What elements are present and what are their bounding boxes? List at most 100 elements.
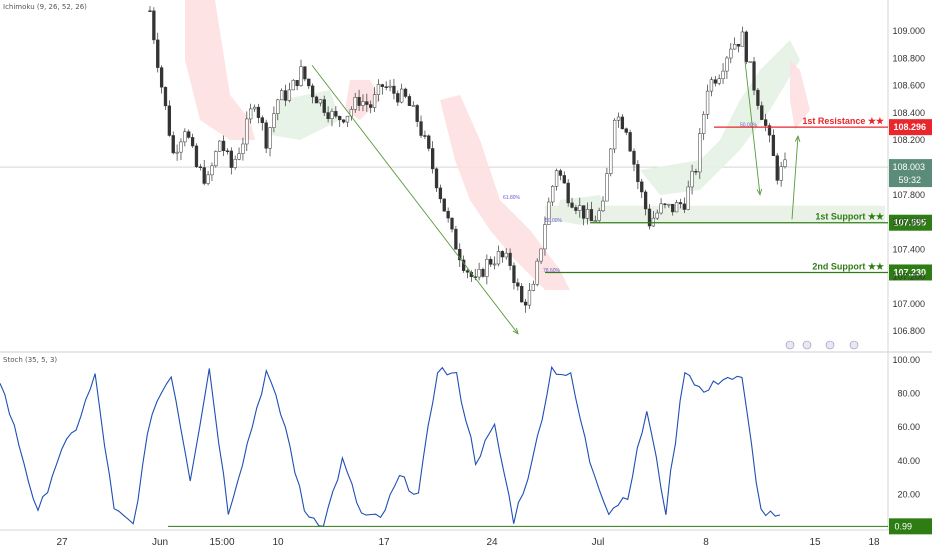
event-flags [785,340,859,350]
candle-body [709,79,714,92]
level-label: 2nd Support ★★ [812,261,885,271]
level-label: 1st Resistance ★★ [802,116,885,126]
event-flag-icon [785,340,795,350]
candle-body [496,251,501,265]
cloud-area [640,40,800,195]
stoch-value-label: 0.99 [894,521,912,531]
candle-body [334,111,338,117]
candle-body [678,202,683,205]
price-tick-label: 108.200 [892,135,925,145]
candle-body [256,106,261,118]
candle-body [345,115,350,123]
cloud-area [790,60,810,130]
candle-body [597,210,601,221]
candle-body [690,170,694,188]
candle-body [279,90,284,101]
candle-body [361,101,365,106]
time-tick-label: 18 [868,537,880,548]
candle-body [167,105,172,136]
candle-body [500,251,504,258]
candle-body [423,135,427,137]
ichimoku-label[interactable]: Ichimoku (9, 26, 52, 26) [3,3,87,11]
level-label: 1st Support ★★ [815,212,885,222]
candle-body [492,263,497,266]
candle-body [763,119,768,126]
candle-body [326,112,330,119]
candle-body [682,203,686,210]
candle-body [396,93,400,103]
candle-body [283,90,288,101]
countdown-label: 59:32 [898,175,921,185]
level-lines: 1st Resistance ★★ 108.296 1st Support ★★ 10… [545,116,932,281]
candle-body [384,86,388,88]
candle-body [198,166,202,168]
time-tick-label: 15:00 [209,537,234,548]
candle-body [214,151,218,167]
time-tick-label: 27 [56,537,68,548]
candle-body [520,285,524,303]
candle-body [357,96,361,106]
trend-line [744,61,761,195]
stoch-label[interactable]: Stoch (35, 5, 3) [3,356,58,364]
level-price-badge [889,264,932,281]
candle-body [717,78,721,84]
candle-body [605,173,609,202]
candle-body [694,170,698,173]
candle-body [237,153,241,160]
candle-body [729,48,733,59]
arrow-head [512,327,519,335]
candle-body [609,148,613,174]
price-tick-label: 106.800 [892,326,925,336]
candle-body [415,105,419,122]
candle-body [589,209,594,222]
candle-body [601,200,605,212]
candle-body [310,85,315,98]
candle-body [287,89,292,101]
candle-body [767,125,772,136]
candle-body [771,134,776,156]
candle-body [554,170,559,187]
level-price-label: 108.296 [893,122,926,132]
candle-body [353,96,357,110]
stoch-line [0,365,781,527]
event-flag-icon [849,340,859,350]
candle-body [748,61,752,63]
candle-body [632,150,636,165]
candle-body [148,10,152,12]
candle-body [175,151,179,154]
candle-body [419,121,423,136]
candle-body [481,269,485,277]
candle-body [341,119,346,123]
candle-body [663,203,667,206]
candle-body [558,170,563,176]
candle-body [403,88,408,97]
candle-body [171,135,175,154]
candle-body [752,61,756,91]
price-tick-label: 108.400 [892,108,925,118]
candle-body [489,259,493,265]
candle-body [671,203,675,213]
trend-line [791,136,799,220]
candle-body [566,182,570,204]
candle-body [152,10,156,41]
candle-body [775,155,779,181]
candle-body [531,283,535,291]
candle-body [508,252,512,266]
candle-body [322,99,326,113]
candle-body [578,205,582,211]
candle-body [190,137,195,147]
candle-body [372,94,377,108]
stoch-value-badge [889,518,932,535]
candle-body [276,99,280,114]
price-tick-label: 107.800 [892,190,925,200]
candle-body [713,79,717,84]
candle-body [539,248,543,262]
candle-body [477,269,481,278]
time-tick-label: 24 [486,537,498,548]
stochastic-line [0,365,888,527]
fib-label: 78.60% [543,268,561,274]
candle-body [225,150,230,153]
candle-body [562,175,566,184]
trend-line [311,64,519,335]
